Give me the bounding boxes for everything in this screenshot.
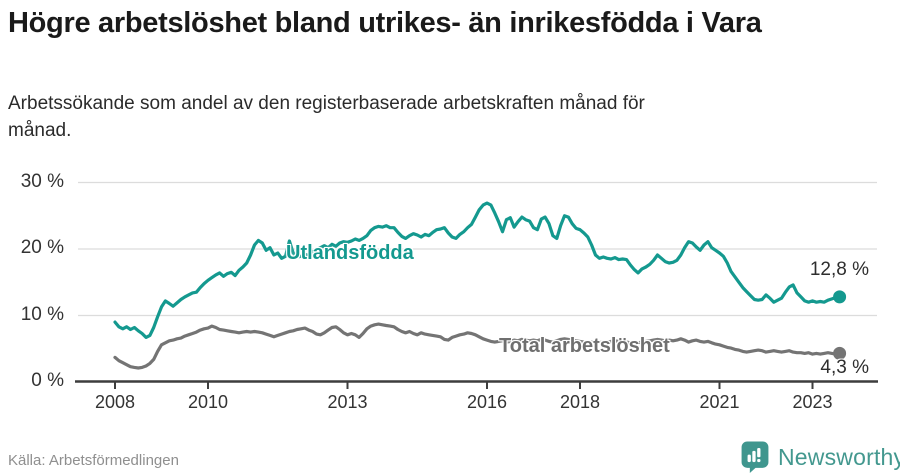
- series-end-dot-utlandsfodda: [833, 290, 847, 304]
- x-axis-label-2021: 2021: [699, 392, 740, 412]
- brand-name: Newsworthy: [778, 443, 900, 470]
- newsworthy-logo: Newsworthy: [741, 441, 900, 473]
- end-value-utlandsfodda: 12,8 %: [809, 259, 869, 280]
- exclamation-dot-icon: [757, 458, 761, 463]
- x-axis-label-2010: 2010: [187, 392, 229, 412]
- end-value-total-arbetsloshet: 4,3 %: [820, 357, 869, 378]
- x-axis-label-2016: 2016: [466, 392, 508, 412]
- page-title: Högre arbetslöshet bland utrikes- än inr…: [8, 7, 762, 39]
- bar-icon-short: [747, 454, 751, 463]
- page-subtitle: Arbetssökande som andel av den registerb…: [8, 93, 645, 141]
- y-axis-label-10: 10 %: [20, 303, 64, 325]
- x-axis-label-2018: 2018: [559, 392, 601, 412]
- series-line-total: [113, 322, 842, 370]
- y-axis-label-0: 0 %: [31, 370, 64, 391]
- x-axis-label-2008: 2008: [94, 392, 136, 412]
- series-line-utlandsfodda: [113, 201, 842, 339]
- y-axis-label-30: 30 %: [20, 170, 64, 192]
- source-note: Källa: Arbetsförmedlingen: [8, 452, 179, 469]
- x-axis-label-2023: 2023: [792, 392, 833, 412]
- bar-icon-tall: [752, 450, 756, 463]
- series-label-utlandsfodda: Utlandsfödda: [286, 242, 414, 264]
- newsworthy-badge-icon: [741, 441, 769, 473]
- exclamation-bar-icon: [757, 448, 761, 458]
- series-label-total-arbetsloshet: Total arbetslöshet: [499, 335, 670, 357]
- series-end-dot-total: [833, 346, 847, 360]
- y-axis-label-20: 20 %: [20, 237, 64, 258]
- x-axis-label-2013: 2013: [327, 392, 368, 412]
